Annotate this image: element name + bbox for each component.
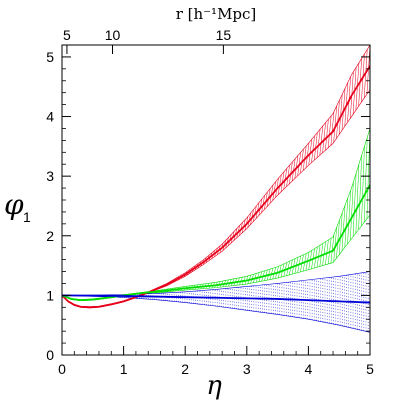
hatch-line bbox=[341, 205, 346, 252]
top-axis-title: r [h⁻¹Mpc] bbox=[176, 5, 257, 23]
hatch-line bbox=[350, 182, 354, 241]
hatch-line bbox=[333, 105, 337, 143]
hatch-line bbox=[361, 146, 365, 227]
x-axis-label: η bbox=[206, 371, 222, 401]
band-hatch-1 bbox=[62, 128, 370, 301]
hatch-line bbox=[330, 111, 335, 146]
x-tick-label: 1 bbox=[120, 361, 128, 377]
y-tick-label: 4 bbox=[46, 109, 54, 125]
top-tick-label: 10 bbox=[105, 27, 121, 43]
hatch-line bbox=[319, 125, 324, 156]
hatch-line bbox=[327, 115, 332, 148]
x-tick-label: 0 bbox=[58, 361, 66, 377]
y-tick-label: 0 bbox=[46, 347, 54, 363]
x-tick-label: 2 bbox=[181, 361, 189, 377]
y-tick-label: 1 bbox=[46, 287, 54, 303]
y-tick-label: 2 bbox=[46, 228, 54, 244]
hatch-line bbox=[366, 128, 370, 219]
hatch-line bbox=[327, 238, 332, 265]
hatch-line bbox=[338, 212, 343, 255]
band-edge-upper-2 bbox=[62, 271, 370, 296]
top-tick-label: 15 bbox=[216, 27, 232, 43]
plot-frame bbox=[61, 44, 371, 356]
hatch-line bbox=[325, 119, 329, 151]
hatch-line bbox=[344, 197, 349, 248]
series-line-1 bbox=[62, 184, 370, 302]
hatch-line bbox=[352, 173, 357, 237]
hatch-line bbox=[308, 139, 313, 166]
hatch-line bbox=[355, 164, 360, 234]
series-line-2 bbox=[62, 294, 370, 304]
series-lines bbox=[62, 64, 370, 309]
hatch-line bbox=[314, 132, 318, 161]
hatch-line bbox=[316, 129, 321, 158]
hatch-line bbox=[347, 190, 351, 244]
hatch-line bbox=[330, 234, 335, 264]
y-tick-label: 3 bbox=[46, 168, 54, 184]
hatch-line bbox=[338, 94, 343, 135]
x-tick-label: 3 bbox=[243, 361, 251, 377]
y-axis-label-subscript: 1 bbox=[23, 209, 31, 225]
hatch-line bbox=[358, 155, 362, 230]
hatch-line bbox=[322, 122, 326, 153]
x-tick-label: 5 bbox=[366, 361, 374, 377]
hatch-line bbox=[311, 135, 315, 163]
x-tick-label: 4 bbox=[305, 361, 313, 377]
hatch-line bbox=[363, 137, 368, 223]
hatch-line bbox=[333, 227, 337, 262]
top-tick-label: 5 bbox=[63, 27, 71, 43]
band-edge-upper-1 bbox=[62, 128, 370, 300]
y-tick-label: 5 bbox=[46, 49, 54, 65]
hatch-line bbox=[336, 219, 340, 259]
band-hatch-0 bbox=[62, 45, 370, 309]
error-bands bbox=[62, 45, 370, 333]
series-line-0 bbox=[62, 64, 370, 309]
band-edge-upper-0 bbox=[62, 45, 370, 308]
y-axis-label: φ bbox=[4, 188, 24, 221]
hatch-line bbox=[336, 99, 340, 139]
band-edge-lower-0 bbox=[62, 89, 370, 309]
